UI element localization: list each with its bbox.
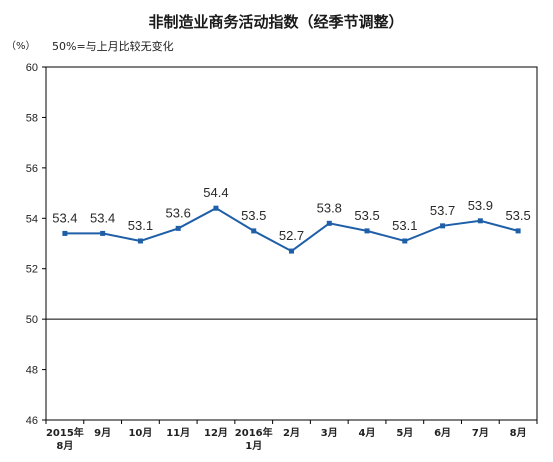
data-point xyxy=(289,248,294,254)
x-tick-label: 6月 xyxy=(434,427,451,439)
x-tick-label: 2016年 xyxy=(235,426,273,439)
data-label: 53.1 xyxy=(392,218,417,233)
y-tick-label: 54 xyxy=(26,213,38,225)
data-point xyxy=(62,230,68,236)
y-tick-label: 48 xyxy=(26,365,38,377)
x-tick-label: 12月 xyxy=(204,427,228,439)
x-tick-label: 3月 xyxy=(321,427,338,439)
data-point xyxy=(137,238,143,244)
x-tick-label: 2015年 xyxy=(46,426,84,439)
data-label: 53.6 xyxy=(166,205,191,220)
x-tick-label: 10月 xyxy=(128,427,152,439)
y-tick-label: 46 xyxy=(26,415,38,427)
y-tick-label: 56 xyxy=(26,163,38,175)
x-tick-label: 2月 xyxy=(283,427,300,439)
data-point xyxy=(440,223,446,229)
data-point xyxy=(326,220,332,226)
plot-area xyxy=(45,66,538,421)
y-axis: 46 48 50 52 54 56 58 60 xyxy=(26,62,46,427)
data-label: 53.1 xyxy=(128,218,153,233)
x-tick-label: 8月 xyxy=(510,427,527,439)
series-line xyxy=(62,205,521,254)
y-tick-label: 52 xyxy=(26,264,38,276)
data-point xyxy=(175,225,181,231)
x-tick-label: 5月 xyxy=(396,427,413,439)
x-tick-label: 9月 xyxy=(94,427,111,439)
y-tick-label: 60 xyxy=(26,62,38,74)
data-label: 53.8 xyxy=(317,200,342,215)
data-label: 53.4 xyxy=(90,210,115,225)
x-tick-label: 8月 xyxy=(56,440,73,452)
data-label: 53.7 xyxy=(430,203,455,218)
data-labels: 53.4 53.4 53.1 53.6 54.4 53.5 52.7 53.8 53.5 53.1… xyxy=(52,185,531,243)
x-tick-label: 11月 xyxy=(166,427,190,439)
chart-title: 非制造业商务活动指数（经季节调整） xyxy=(148,13,403,31)
y-axis-unit: （%） xyxy=(6,40,36,52)
data-point xyxy=(213,205,219,211)
data-label: 54.4 xyxy=(203,185,228,200)
data-label: 53.5 xyxy=(505,208,530,223)
data-point xyxy=(477,218,483,224)
x-tick-label: 7月 xyxy=(472,427,489,439)
data-point xyxy=(251,228,257,234)
data-label: 53.4 xyxy=(52,210,77,225)
data-point xyxy=(100,230,106,236)
data-label: 53.9 xyxy=(468,198,493,213)
reference-note: 50%=与上月比较无变化 xyxy=(52,39,174,53)
x-tick-label: 4月 xyxy=(359,427,376,439)
plot-border xyxy=(45,66,538,421)
data-point xyxy=(364,228,370,234)
data-point xyxy=(515,228,521,234)
y-tick-label: 58 xyxy=(26,112,38,124)
data-label: 53.5 xyxy=(354,208,379,223)
data-point xyxy=(402,238,408,244)
x-tick-label: 1月 xyxy=(245,440,262,452)
y-tick-label: 50 xyxy=(26,314,38,326)
data-label: 53.5 xyxy=(241,208,266,223)
data-label: 52.7 xyxy=(279,228,304,243)
